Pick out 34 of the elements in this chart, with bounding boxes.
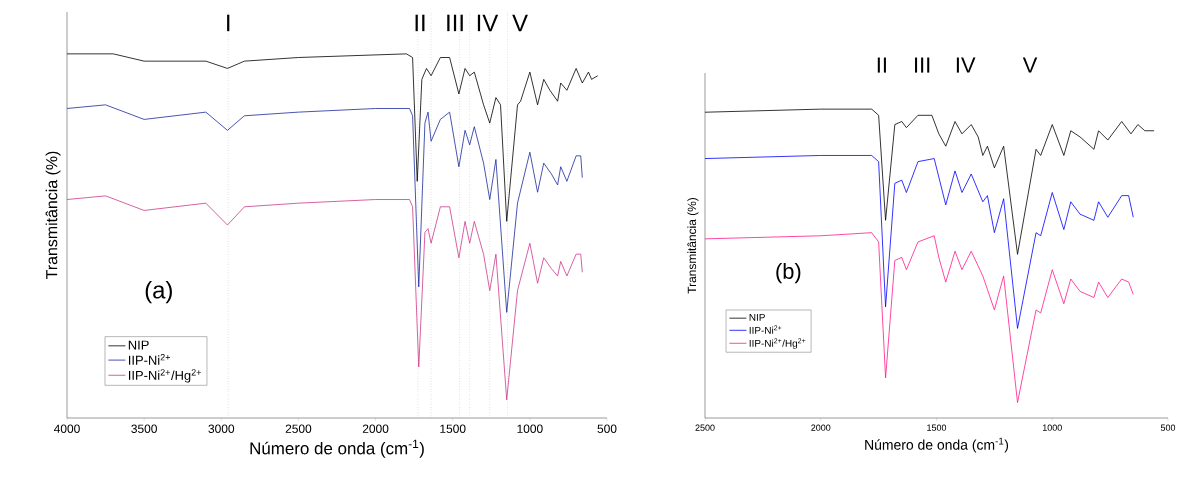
legend-label: IIP-Ni$^{2+}$ <box>128 354 171 365</box>
legend-label: NIP <box>749 313 765 321</box>
legend-label: IIP-Ni$^{2+}$ <box>749 325 782 334</box>
annotation: III <box>447 14 463 32</box>
text: II <box>877 57 886 73</box>
text: IV <box>956 57 976 73</box>
y-axis-title: Transmitância (%) <box>45 151 61 279</box>
y-axis-title: Transmitância (%) <box>687 197 699 294</box>
annotation: IV <box>477 14 499 32</box>
x-tick-label: 3500 <box>131 424 157 433</box>
x-tick-label: 4000 <box>53 424 80 433</box>
x-tick-label: 2000 <box>362 424 389 433</box>
x-tick-label: 500 <box>1160 424 1176 431</box>
x-tick-label: 1000 <box>517 424 543 433</box>
annotation: (b) <box>776 262 801 284</box>
x-tick-label: 1500 <box>927 424 947 431</box>
text: V <box>512 14 528 32</box>
x-tick-label: 2000 <box>811 424 831 431</box>
legend-label: NIP <box>128 340 149 350</box>
x-axis-title: Número de onda (cm$^{-1}$) <box>865 437 1009 453</box>
x-tick-label: 1500 <box>440 424 466 433</box>
legend-label: IIP-Ni$^{2+}$/Hg$^{2+}$ <box>749 338 806 349</box>
x-tick-label: 2500 <box>695 424 715 431</box>
text: V <box>1022 57 1038 73</box>
text: III <box>915 57 930 73</box>
x-tick-label: 500 <box>597 424 617 433</box>
x-axis-title: Número de onda (cm$^{-1}$) <box>250 439 424 458</box>
x-tick-label: 3000 <box>208 424 235 433</box>
annotation: I <box>227 14 230 32</box>
x-tick-label: 2500 <box>285 424 312 433</box>
x-tick-label: 1000 <box>1042 424 1062 431</box>
annotation: II <box>415 14 425 32</box>
legend-label: IIP-Ni$^{2+}$/Hg$^{2+}$ <box>128 369 202 383</box>
annotation: (a) <box>145 281 172 304</box>
